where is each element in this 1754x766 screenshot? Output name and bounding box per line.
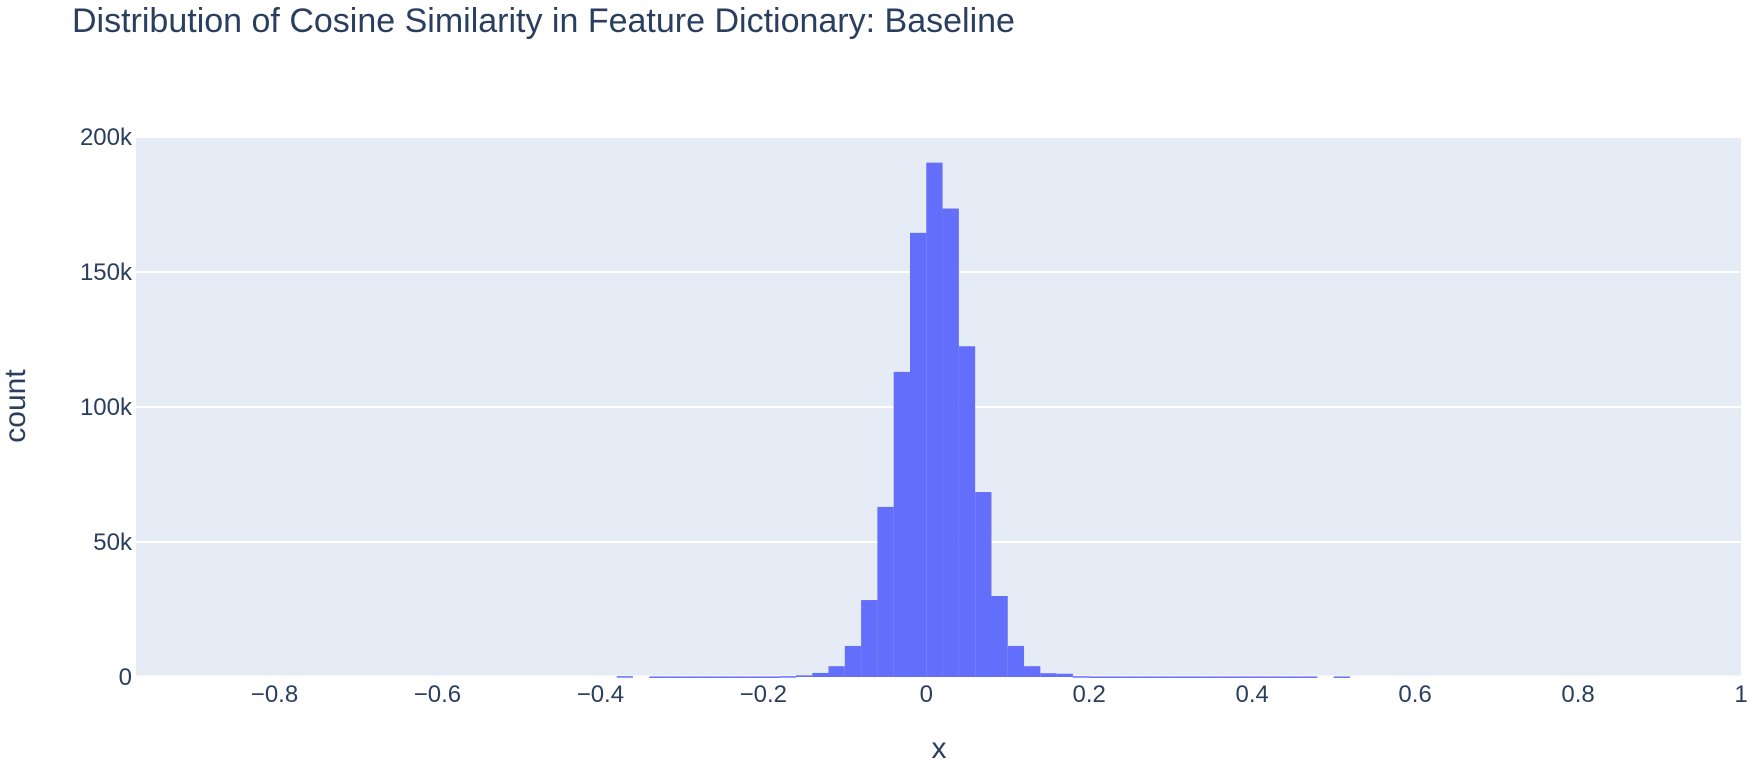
- histogram-bar-14: [861, 600, 878, 677]
- histogram-bar-19: [942, 208, 959, 678]
- histogram-bar-12: [828, 666, 845, 677]
- y-tick-label-1: 50k: [93, 529, 133, 556]
- x-tick-label-0: −0.8: [251, 681, 298, 708]
- histogram-bar-32: [1154, 676, 1171, 678]
- histogram-bar-5: [714, 676, 731, 678]
- histogram-bar-13: [844, 645, 862, 677]
- histogram-bar-21: [975, 492, 992, 677]
- histogram-bar-28: [1089, 676, 1106, 678]
- histogram-bar-24: [1024, 666, 1041, 677]
- chart-title: Distribution of Cosine Similarity in Fea…: [72, 2, 1015, 40]
- histogram-bar-31: [1138, 676, 1155, 678]
- histogram-bar-0: [616, 676, 633, 678]
- x-tick-label-4: 0: [920, 681, 933, 708]
- histogram-bar-29: [1105, 676, 1122, 678]
- histogram-bar-11: [812, 672, 829, 677]
- y-tick-label-0: 0: [119, 664, 132, 691]
- histogram-bar-1: [649, 676, 666, 678]
- histogram-bar-35: [1203, 676, 1220, 678]
- y-axis-title: count: [0, 369, 32, 443]
- histogram-bar-23: [1007, 645, 1025, 677]
- histogram-bar-8: [763, 676, 780, 678]
- y-tick-label-4: 200k: [80, 124, 133, 151]
- histogram-bar-16: [893, 371, 910, 677]
- histogram-bar-20: [958, 346, 976, 677]
- x-tick-label-9: 1: [1734, 681, 1747, 708]
- x-axis-ticks: −0.8 −0.6 −0.4 −0.2 0 0.2 0.4 0.6 0.8 1: [251, 681, 1748, 708]
- histogram-bar-2: [665, 676, 682, 678]
- histogram-bar-22: [991, 596, 1008, 677]
- histogram-bar-27: [1072, 676, 1090, 678]
- histogram-bar-15: [877, 506, 894, 677]
- histogram-bar-41: [1301, 676, 1318, 678]
- x-tick-label-1: −0.6: [414, 681, 461, 708]
- histogram-bar-7: [747, 676, 764, 678]
- histogram-bar-3: [681, 676, 699, 678]
- histogram-bar-34: [1186, 676, 1204, 678]
- histogram-bar-38: [1252, 676, 1269, 678]
- histogram-bar-33: [1170, 676, 1187, 678]
- histogram-bar-36: [1219, 676, 1236, 678]
- x-tick-label-7: 0.6: [1398, 681, 1431, 708]
- x-tick-label-2: −0.4: [577, 681, 624, 708]
- histogram-bar-25: [1040, 673, 1057, 677]
- histogram-bar-42: [1333, 676, 1350, 678]
- histogram-bar-6: [730, 676, 748, 678]
- histogram-bar-30: [1121, 676, 1139, 678]
- y-tick-label-2: 100k: [80, 394, 133, 421]
- histogram-bar-17: [909, 232, 927, 677]
- y-tick-label-3: 150k: [80, 259, 133, 286]
- x-tick-label-6: 0.4: [1235, 681, 1268, 708]
- x-tick-label-3: −0.2: [740, 681, 787, 708]
- histogram-bar-26: [1056, 673, 1073, 677]
- y-axis-ticks: 0 50k 100k 150k 200k: [80, 124, 133, 691]
- histogram-bar-39: [1268, 676, 1285, 678]
- histogram-bar-40: [1284, 676, 1302, 678]
- histogram-bar-37: [1235, 676, 1253, 678]
- histogram-bar-18: [926, 162, 943, 677]
- x-tick-label-8: 0.8: [1561, 681, 1594, 708]
- x-tick-label-5: 0.2: [1073, 681, 1106, 708]
- histogram-bar-10: [795, 675, 813, 677]
- x-axis-title: x: [932, 732, 947, 765]
- histogram-bars: [616, 162, 1350, 678]
- histogram-bar-9: [779, 676, 796, 678]
- histogram-bar-4: [698, 676, 715, 678]
